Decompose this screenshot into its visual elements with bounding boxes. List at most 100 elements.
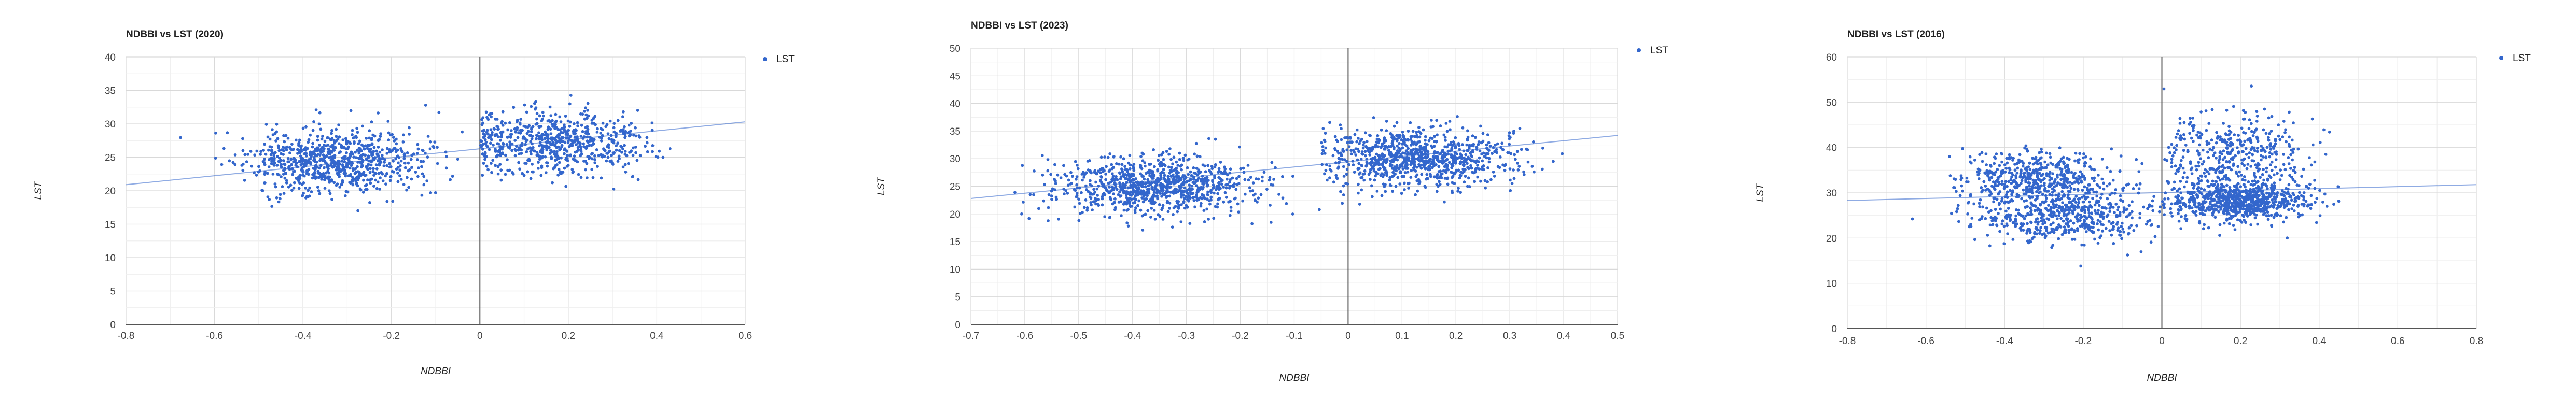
data-point <box>2025 232 2029 235</box>
data-point <box>1424 150 1427 153</box>
data-point <box>1209 191 1213 194</box>
data-point <box>622 110 625 114</box>
data-point <box>2002 242 2006 246</box>
data-point <box>456 158 459 161</box>
data-point <box>1335 177 1339 180</box>
data-point <box>2014 208 2018 211</box>
data-point <box>283 163 287 166</box>
data-point <box>1103 215 1107 219</box>
x-tick-label: 0.5 <box>1611 331 1624 342</box>
data-point <box>1512 168 1515 172</box>
data-point <box>1463 180 1466 184</box>
data-point <box>2081 189 2084 192</box>
data-point <box>634 146 637 149</box>
data-point <box>2100 158 2104 161</box>
data-point <box>1992 180 1995 183</box>
data-point <box>2042 218 2045 222</box>
data-point <box>304 125 308 129</box>
data-point <box>1988 244 1992 248</box>
data-point <box>495 118 499 121</box>
data-point <box>1486 180 1489 183</box>
data-point <box>2095 199 2099 203</box>
data-point <box>2006 161 2009 165</box>
data-point <box>1195 191 1199 194</box>
data-point <box>1161 151 1165 154</box>
data-point <box>2084 230 2088 233</box>
data-point <box>612 122 616 125</box>
data-point <box>2039 162 2042 165</box>
y-axis-title: LST <box>33 181 44 200</box>
data-point <box>2336 185 2340 189</box>
data-point <box>2079 219 2082 222</box>
data-point <box>1027 217 1031 220</box>
data-point <box>2006 185 2009 188</box>
data-point <box>1151 196 1155 199</box>
data-point <box>2237 210 2240 214</box>
data-point <box>2110 233 2113 237</box>
data-point <box>214 131 217 135</box>
data-point <box>228 159 231 163</box>
data-point <box>621 165 625 169</box>
data-point <box>349 109 353 112</box>
data-point <box>1175 173 1179 177</box>
data-point <box>1340 138 1343 141</box>
data-point <box>2048 152 2052 155</box>
data-point <box>241 162 245 166</box>
data-point <box>1368 153 1372 157</box>
data-point <box>322 173 325 177</box>
data-point <box>2064 228 2067 232</box>
data-point <box>2026 188 2030 191</box>
data-point <box>2072 221 2076 225</box>
data-point <box>499 168 503 172</box>
data-point <box>384 174 387 178</box>
data-point <box>1096 194 1099 197</box>
data-point <box>399 149 403 152</box>
data-point <box>1162 171 1165 175</box>
legend-label: LST <box>776 54 795 65</box>
data-point <box>2205 207 2209 210</box>
data-point <box>1337 157 1341 160</box>
data-point <box>2082 152 2085 155</box>
data-point <box>2068 158 2071 161</box>
gridlines <box>126 56 746 325</box>
data-point <box>1104 173 1108 176</box>
data-point <box>1090 203 1093 207</box>
data-point <box>1445 165 1449 169</box>
data-point <box>412 152 415 155</box>
data-point <box>1973 238 1976 242</box>
data-point <box>2092 225 2095 229</box>
data-point <box>1152 174 1156 177</box>
data-point <box>529 177 533 180</box>
data-point <box>2093 168 2096 172</box>
data-point <box>2005 217 2009 220</box>
data-point <box>1375 189 1379 193</box>
data-point <box>2014 217 2017 221</box>
data-point <box>1513 153 1516 157</box>
y-tick-label: 40 <box>105 52 116 63</box>
data-point <box>1214 137 1217 141</box>
data-point <box>510 133 513 136</box>
data-point <box>374 172 378 175</box>
legend[interactable]: LST <box>1637 45 1668 56</box>
data-point <box>2067 168 2070 172</box>
data-point <box>1451 144 1454 147</box>
data-point <box>1430 119 1433 122</box>
data-point <box>1382 139 1386 143</box>
data-point <box>1248 189 1252 193</box>
data-point <box>1353 133 1357 136</box>
data-point <box>530 126 533 130</box>
data-point <box>2090 230 2093 233</box>
data-point <box>1211 180 1215 183</box>
data-point <box>501 152 504 156</box>
data-point <box>563 152 566 155</box>
data-point <box>301 126 305 130</box>
data-point <box>1467 155 1470 159</box>
legend[interactable]: LST <box>763 54 795 65</box>
data-point <box>1457 156 1460 160</box>
data-point <box>2318 189 2321 192</box>
data-point <box>2249 223 2253 226</box>
data-point <box>1162 158 1165 161</box>
data-point <box>1987 176 1991 179</box>
data-point <box>1476 163 1479 167</box>
data-point <box>387 131 391 135</box>
